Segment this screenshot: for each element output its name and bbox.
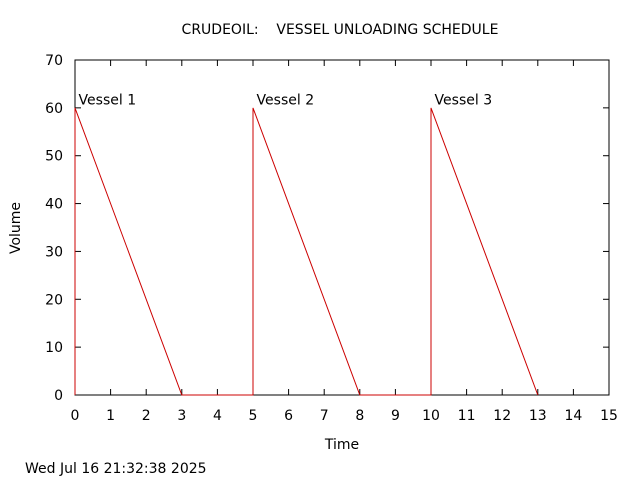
series-line xyxy=(74,107,539,396)
x-tick-label: 2 xyxy=(142,408,151,424)
x-tick-label: 10 xyxy=(422,408,440,424)
x-tick-label: 7 xyxy=(320,408,329,424)
x-tick-label: 9 xyxy=(391,408,400,424)
vessel-label: Vessel 3 xyxy=(435,93,493,109)
x-tick-label: 14 xyxy=(564,408,582,424)
y-tick-label: 30 xyxy=(45,244,63,260)
chart-title: CRUDEOIL: VESSEL UNLOADING SCHEDULE xyxy=(182,22,499,38)
x-axis-label: Time xyxy=(324,437,359,453)
x-tick-label: 3 xyxy=(177,408,186,424)
y-tick-label: 10 xyxy=(45,340,63,356)
y-tick-label: 40 xyxy=(45,197,63,213)
x-tick-label: 0 xyxy=(71,408,80,424)
x-tick-label: 13 xyxy=(529,408,547,424)
vessel-label: Vessel 2 xyxy=(257,93,315,109)
x-tick-label: 6 xyxy=(284,408,293,424)
y-axis: 0 10 20 30 40 50 60 70 xyxy=(45,53,609,404)
y-tick-label: 0 xyxy=(54,388,63,404)
x-tick-label: 11 xyxy=(458,408,476,424)
y-tick-label: 60 xyxy=(45,101,63,117)
vessel-label: Vessel 1 xyxy=(79,93,137,109)
x-tick-label: 15 xyxy=(600,408,618,424)
plot-frame xyxy=(74,59,610,396)
annotation-layer: Vessel 1 Vessel 2 Vessel 3 xyxy=(79,93,493,109)
x-tick-label: 5 xyxy=(249,408,258,424)
x-tick-label: 1 xyxy=(106,408,115,424)
series-layer xyxy=(74,107,539,396)
y-tick-label: 50 xyxy=(45,149,63,165)
y-tick-label: 70 xyxy=(45,53,63,69)
timestamp: Wed Jul 16 21:32:38 2025 xyxy=(25,461,207,477)
x-tick-label: 12 xyxy=(493,408,511,424)
x-axis: 0 1 2 3 4 5 6 7 8 9 10 11 12 13 14 15 xyxy=(71,60,618,424)
y-tick-label: 20 xyxy=(45,292,63,308)
x-tick-label: 4 xyxy=(213,408,222,424)
y-axis-label: Volume xyxy=(8,202,24,254)
x-tick-label: 8 xyxy=(355,408,364,424)
